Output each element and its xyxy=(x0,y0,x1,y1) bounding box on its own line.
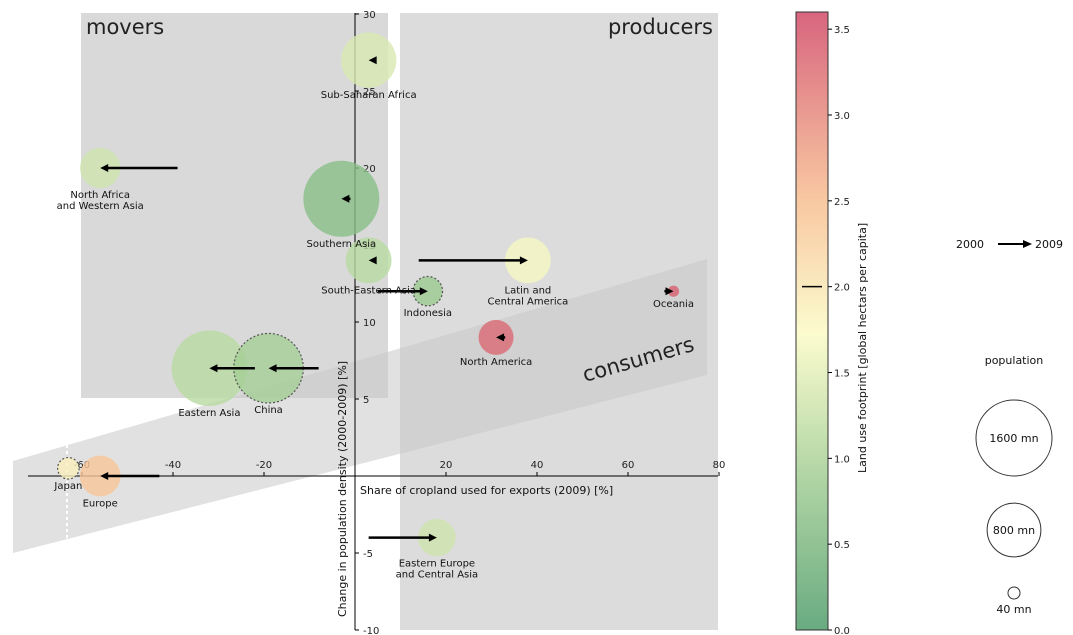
point-arrowhead xyxy=(519,256,528,265)
point-label: Japan xyxy=(53,481,82,492)
point-arrowhead xyxy=(428,533,437,542)
x-tick-label: 20 xyxy=(440,460,453,471)
point-label: North Africa and Western Asia xyxy=(57,190,144,212)
x-tick-label: 40 xyxy=(531,460,544,471)
data-labels: Sub-Saharan Africa North Africa and Wester… xyxy=(53,90,694,580)
colorbar-tick-label: 2.5 xyxy=(834,197,850,208)
point-arrowhead xyxy=(368,56,377,65)
colorbar: 0.0 0.5 1.0 1.5 2.0 2.5 3.0 3.5 Land use footpr… xyxy=(795,11,869,635)
point-label: Europe xyxy=(83,498,118,509)
x-tick-label: 60 xyxy=(622,460,635,471)
point-arrowhead xyxy=(368,256,377,265)
y-tick-label: 30 xyxy=(363,10,376,21)
point-arrowhead xyxy=(268,364,277,373)
size-legend-circle xyxy=(975,399,1053,477)
colorbar-tick-label: 2.0 xyxy=(834,283,850,294)
point-label: Indonesia xyxy=(404,308,452,319)
x-tick-label: -40 xyxy=(165,460,181,471)
y-tick-label: 10 xyxy=(363,318,376,329)
point-arrowhead xyxy=(341,194,350,203)
point-arrowhead xyxy=(665,287,674,296)
colorbar-gradient xyxy=(795,11,829,631)
x-axis-label: Share of cropland used for exports (2009… xyxy=(360,484,613,497)
point-marker xyxy=(57,456,80,480)
legend: 2000 2009 population 1600 mn 800 mn 40 mn xyxy=(956,238,1063,616)
colorbar-tick-label: 1.5 xyxy=(834,369,850,380)
legend-year-end: 2009 xyxy=(1035,238,1063,251)
point-marker xyxy=(418,518,456,557)
movers-label: movers xyxy=(86,15,164,39)
colorbar-ticks: 0.0 0.5 1.0 1.5 2.0 2.5 3.0 3.5 xyxy=(828,25,850,635)
size-legend-label: 1600 mn xyxy=(989,432,1038,445)
x-tick-label: -20 xyxy=(256,460,272,471)
colorbar-tick-label: 3.5 xyxy=(834,25,850,36)
background-regions xyxy=(13,13,718,630)
legend-arrow-head xyxy=(1023,240,1032,248)
population-size-legend: 1600 mn 800 mn 40 mn xyxy=(975,399,1053,616)
point-label: China xyxy=(254,405,283,416)
producers-label: producers xyxy=(608,15,713,39)
y-tick-label: 20 xyxy=(363,164,376,175)
point-label: North America xyxy=(460,357,532,368)
colorbar-tick-label: 0.5 xyxy=(834,540,850,551)
colorbar-tick-label: 1.0 xyxy=(834,454,850,465)
consumers-band xyxy=(13,259,707,553)
x-tick-label: -60 xyxy=(74,460,90,471)
data-arrows xyxy=(100,56,674,542)
colorbar-label: Land use footprint [global hectars per c… xyxy=(856,223,869,473)
point-label: Eastern Asia xyxy=(178,408,240,419)
size-legend-circle xyxy=(1007,586,1021,600)
x-tick-label: 80 xyxy=(713,460,726,471)
point-label: Eastern Europe and Central Asia xyxy=(396,558,479,580)
y-axis-label: Change in population density (2000-2009)… xyxy=(336,361,349,617)
y-tick-label: 25 xyxy=(363,87,376,98)
point-arrowhead xyxy=(209,364,218,373)
point-label: Latin and Central America xyxy=(487,285,568,307)
point-arrowhead xyxy=(100,164,109,172)
y-tick-label: -10 xyxy=(363,626,379,635)
y-tick-label: -5 xyxy=(363,549,373,560)
point-marker xyxy=(340,32,397,88)
size-legend-label: 40 mn xyxy=(996,603,1031,616)
point-label: Oceania xyxy=(653,299,694,310)
legend-population-title: population xyxy=(985,354,1044,367)
point-label: Sub-Saharan Africa xyxy=(321,90,417,101)
colorbar-tick-label: 3.0 xyxy=(834,111,850,122)
point-arrowhead xyxy=(100,472,109,480)
legend-year-start: 2000 xyxy=(956,238,984,251)
colorbar-tick-label: 0.0 xyxy=(834,626,850,635)
size-legend-label: 800 mn xyxy=(993,524,1035,537)
point-marker xyxy=(478,319,514,355)
point-label: Southern Asia xyxy=(307,239,377,250)
point-arrowhead xyxy=(419,287,428,296)
size-legend-circle xyxy=(986,502,1042,558)
point-label: South-Eastern Asia xyxy=(321,285,416,296)
point-arrowhead xyxy=(496,333,505,342)
y-tick-label: 5 xyxy=(363,395,369,406)
